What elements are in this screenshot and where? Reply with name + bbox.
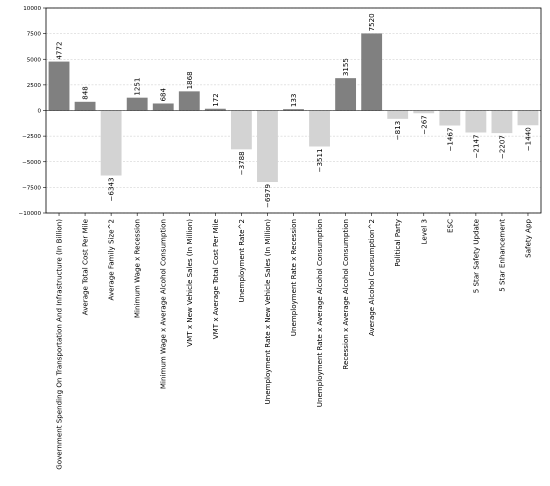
bar — [491, 110, 513, 134]
bar — [517, 110, 539, 126]
data-label: −2147 — [471, 135, 480, 159]
x-tick-label: Political Party — [393, 219, 402, 267]
bar — [283, 109, 304, 111]
bar — [361, 33, 383, 111]
bar — [48, 61, 70, 111]
bar — [309, 110, 330, 147]
data-label: −6979 — [263, 184, 272, 208]
x-tick-label: Level 3 — [419, 219, 428, 245]
bar — [126, 97, 148, 111]
x-tick-label: Unemployment Rate x New Vehicle Sales (I… — [263, 219, 272, 405]
data-label: 172 — [211, 93, 220, 107]
data-label: −3511 — [315, 148, 324, 172]
x-tick-label: Unemployment Rate x Recession — [289, 219, 298, 336]
x-tick-label: Recession x Average Alcohol Consumption — [341, 219, 350, 370]
x-tick-label: Minimum Wage x Recession — [133, 219, 142, 318]
x-tick-label: Safety App — [523, 219, 532, 258]
x-tick-label: VMT x Average Total Cost Per Mile — [211, 219, 220, 339]
data-label: 133 — [289, 94, 298, 108]
data-label: 3155 — [341, 58, 350, 76]
x-tick-label: VMT x New Vehicle Sales (In Million) — [185, 219, 194, 347]
bar — [152, 103, 174, 111]
x-tick-label: Government Spending On Transportation An… — [55, 219, 64, 470]
y-tick-label: −2500 — [22, 134, 41, 140]
data-label: −267 — [419, 115, 428, 134]
bar — [465, 110, 487, 133]
bar — [439, 110, 461, 126]
y-tick-label: 5000 — [27, 57, 42, 63]
data-label: −6343 — [107, 178, 116, 202]
x-tick-label: Average Family Size^2 — [107, 219, 116, 300]
bar — [204, 108, 226, 111]
bar — [100, 110, 122, 176]
bar — [74, 101, 96, 111]
data-label: −813 — [393, 121, 402, 140]
data-label: 1868 — [185, 71, 194, 90]
y-axis-ticks: 10000 7500 5000 2500 0 −2500 −5000 −7500 −10000 — [19, 6, 46, 217]
data-label: 1251 — [133, 78, 142, 96]
bar — [230, 110, 252, 150]
bar — [178, 91, 200, 111]
x-tick-label: Minimum Wage x Average Alcohol Consumpti… — [159, 219, 168, 389]
data-label: −2207 — [497, 135, 506, 159]
bar — [413, 110, 435, 114]
y-tick-label: −7500 — [22, 185, 41, 191]
x-axis-ticks: Government Spending On Transportation An… — [55, 213, 532, 470]
bar — [387, 110, 409, 119]
x-tick-label: 5 Star Safety Update — [471, 219, 480, 293]
data-label: −1467 — [445, 128, 454, 152]
y-tick-label: 10000 — [23, 6, 41, 12]
y-tick-label: −10000 — [19, 211, 42, 217]
value-labels: 4772 848 −6343 1251 684 1868 172 −3788 −6979 133 −… — [55, 13, 533, 208]
x-tick-label: Unemployment Rate x Average Alcohol Cons… — [315, 219, 324, 407]
x-tick-label: Average Alcohol Consumption^2 — [367, 219, 376, 336]
y-tick-label: 2500 — [27, 83, 42, 89]
data-label: −3788 — [237, 151, 246, 175]
data-label: 684 — [159, 87, 168, 101]
x-tick-label: Average Total Cost Per Mile — [81, 219, 90, 315]
x-tick-label: 5 Star Enhancement — [497, 219, 506, 292]
y-tick-label: −5000 — [22, 160, 41, 166]
bars — [48, 33, 539, 183]
bar — [257, 110, 278, 183]
data-label: 4772 — [55, 42, 64, 60]
x-tick-label: ESC — [445, 219, 454, 233]
y-tick-label: 0 — [37, 109, 41, 115]
data-label: 848 — [81, 86, 90, 100]
y-tick-label: 7500 — [27, 32, 42, 38]
data-label: −1440 — [523, 127, 532, 151]
x-tick-label: Unemployment Rate^2 — [237, 219, 246, 303]
bar — [335, 78, 357, 111]
data-label: 7520 — [367, 13, 376, 32]
